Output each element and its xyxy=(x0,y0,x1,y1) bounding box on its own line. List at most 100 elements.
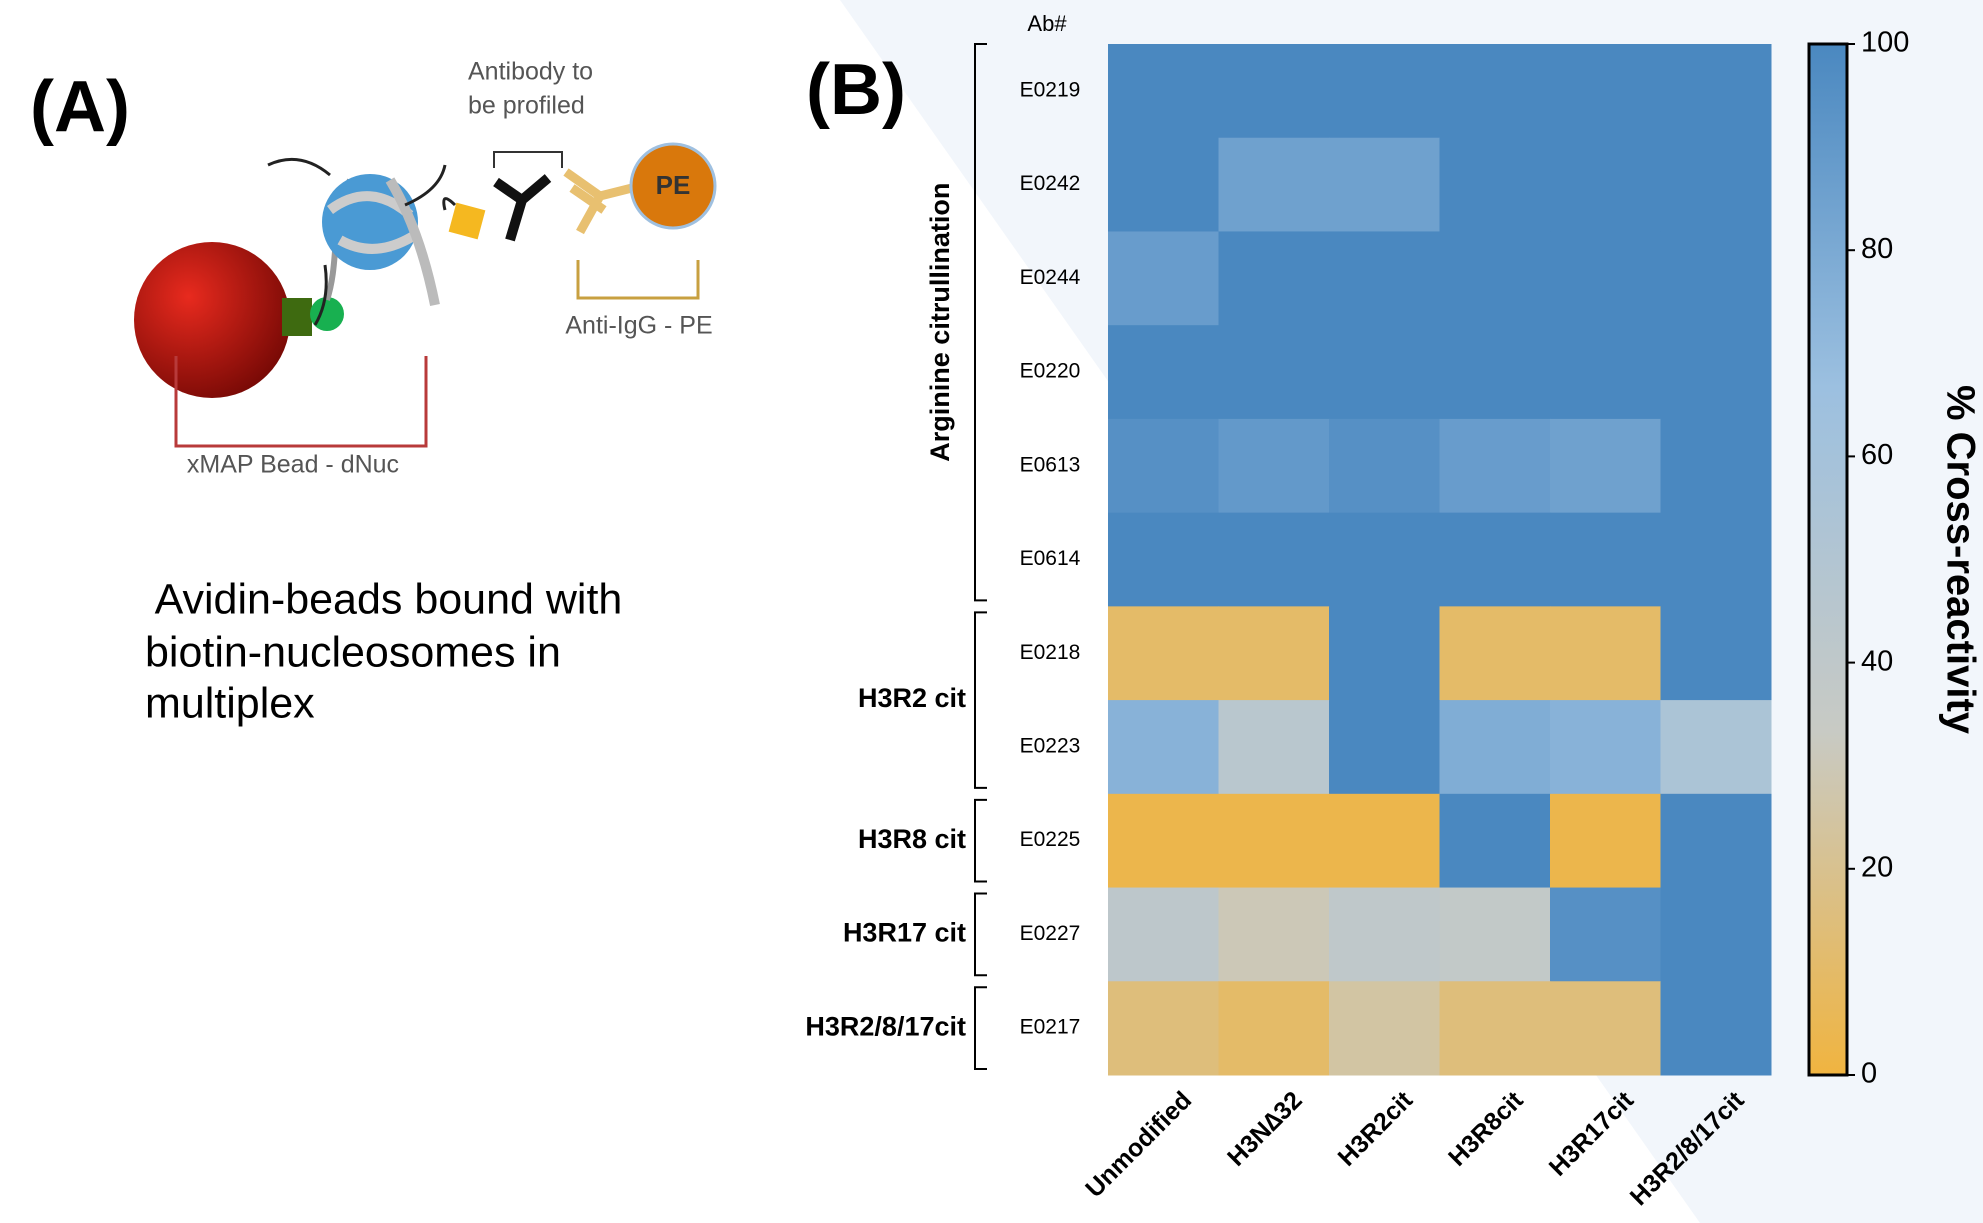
heatmap-cell xyxy=(1329,513,1440,607)
heatmap-cell xyxy=(1219,888,1330,982)
group-label: Arginine citrullination xyxy=(925,183,955,462)
column-label: Unmodified xyxy=(1080,1086,1197,1203)
heatmap-cell xyxy=(1329,606,1440,700)
secondary-label: Anti-IgG - PE xyxy=(565,312,712,340)
antibody-label: Antibody to xyxy=(468,58,593,86)
pe-label: PE xyxy=(656,170,691,200)
colorbar-tick-label: 80 xyxy=(1861,233,1893,265)
assay-diagram xyxy=(134,144,715,446)
heatmap-cell xyxy=(1108,981,1219,1075)
group-bracket xyxy=(975,800,987,882)
group-bracket xyxy=(975,894,987,976)
heatmap-cell xyxy=(1661,794,1772,888)
row-label: E0218 xyxy=(1020,641,1081,664)
heatmap-cell xyxy=(1219,325,1330,419)
heatmap-cell xyxy=(1661,981,1772,1075)
y-axis-title: Ab# xyxy=(1027,11,1067,36)
row-label: E0614 xyxy=(1020,547,1081,570)
heatmap-cell xyxy=(1329,700,1440,794)
column-label: H3N∆32 xyxy=(1222,1086,1308,1172)
group-bracket xyxy=(975,987,987,1069)
bead-label: xMAP Bead - dNuc xyxy=(187,451,399,479)
heatmap-cell xyxy=(1219,513,1330,607)
group-bracket xyxy=(975,612,987,787)
panel-label: (A) xyxy=(30,67,130,147)
colorbar-tick-label: 0 xyxy=(1861,1058,1877,1090)
heatmap-cell xyxy=(1550,513,1661,607)
heatmap-cell xyxy=(1440,138,1551,232)
row-label: E0227 xyxy=(1020,922,1081,945)
heatmap-cell xyxy=(1440,513,1551,607)
heatmap-cell xyxy=(1108,231,1219,325)
heatmap-cell xyxy=(1661,231,1772,325)
group-label: H3R2 cit xyxy=(858,683,966,713)
colorbar-tick-label: 40 xyxy=(1861,645,1893,677)
heatmap-cell xyxy=(1219,419,1330,513)
heatmap-cell xyxy=(1329,231,1440,325)
row-label: E0223 xyxy=(1020,735,1081,758)
heatmap-cell xyxy=(1440,888,1551,982)
caption: biotin-nucleosomes in xyxy=(145,628,561,676)
group-label: H3R2/8/17cit xyxy=(805,1011,966,1041)
colorbar-tick-label: 20 xyxy=(1861,851,1893,883)
column-label: H3R17cit xyxy=(1544,1086,1640,1182)
heatmap-cell xyxy=(1550,606,1661,700)
heatmap-cell xyxy=(1108,419,1219,513)
heatmap-cell xyxy=(1329,981,1440,1075)
heatmap-cell xyxy=(1661,419,1772,513)
caption: Avidin-beads bound with xyxy=(145,575,622,623)
heatmap-cell xyxy=(1329,44,1440,138)
heatmap-cell xyxy=(1440,44,1551,138)
caption: multiplex xyxy=(145,679,315,727)
heatmap-cell xyxy=(1108,138,1219,232)
heatmap-cell xyxy=(1329,138,1440,232)
heatmap-cell xyxy=(1550,794,1661,888)
heatmap-cell xyxy=(1550,700,1661,794)
row-label: E0244 xyxy=(1020,266,1081,289)
group-label: H3R8 cit xyxy=(858,824,966,854)
heatmap-cell xyxy=(1440,794,1551,888)
colorbar xyxy=(1809,44,1847,1075)
heatmap-cell xyxy=(1108,888,1219,982)
heatmap-cell xyxy=(1108,325,1219,419)
row-label: E0217 xyxy=(1020,1016,1081,1039)
row-label: E0219 xyxy=(1020,78,1081,101)
heatmap-cell xyxy=(1550,419,1661,513)
heatmap-cell xyxy=(1661,700,1772,794)
row-label: E0613 xyxy=(1020,453,1081,476)
heatmap-cell xyxy=(1219,700,1330,794)
colorbar-title: % Cross-reactivity xyxy=(1938,385,1982,735)
heatmap-cell xyxy=(1440,606,1551,700)
heatmap-cell xyxy=(1219,794,1330,888)
heatmap-cell xyxy=(1661,606,1772,700)
panel-label: (B) xyxy=(806,50,906,130)
figure: (A) Antibody to be profiled PE Anti-IgG … xyxy=(0,0,1983,1223)
colorbar-tick-label: 100 xyxy=(1861,27,1909,59)
heatmap-cell xyxy=(1329,419,1440,513)
column-label: H3R2cit xyxy=(1333,1086,1419,1172)
heatmap-cell xyxy=(1440,325,1551,419)
heatmap-cell xyxy=(1661,44,1772,138)
heatmap-cell xyxy=(1661,888,1772,982)
heatmap-cell xyxy=(1219,138,1330,232)
antibody-label: be profiled xyxy=(468,92,585,120)
heatmap-cell xyxy=(1440,700,1551,794)
heatmap-cell xyxy=(1550,231,1661,325)
row-label: E0225 xyxy=(1020,828,1081,851)
heatmap-cell xyxy=(1550,138,1661,232)
heatmap-cell xyxy=(1440,231,1551,325)
heatmap-cell xyxy=(1550,981,1661,1075)
heatmap-cell xyxy=(1550,44,1661,138)
heatmap-cell xyxy=(1329,888,1440,982)
row-label: E0220 xyxy=(1020,360,1081,383)
heatmap-cell xyxy=(1329,325,1440,419)
column-label: H3R8cit xyxy=(1443,1086,1529,1172)
heatmap-cell xyxy=(1108,606,1219,700)
heatmap-cell xyxy=(1329,794,1440,888)
heatmap-cell xyxy=(1661,138,1772,232)
row-label: E0242 xyxy=(1020,172,1081,195)
heatmap-cell xyxy=(1108,44,1219,138)
heatmap-cell xyxy=(1219,981,1330,1075)
heatmap-cell xyxy=(1440,981,1551,1075)
colorbar-tick-label: 60 xyxy=(1861,439,1893,471)
